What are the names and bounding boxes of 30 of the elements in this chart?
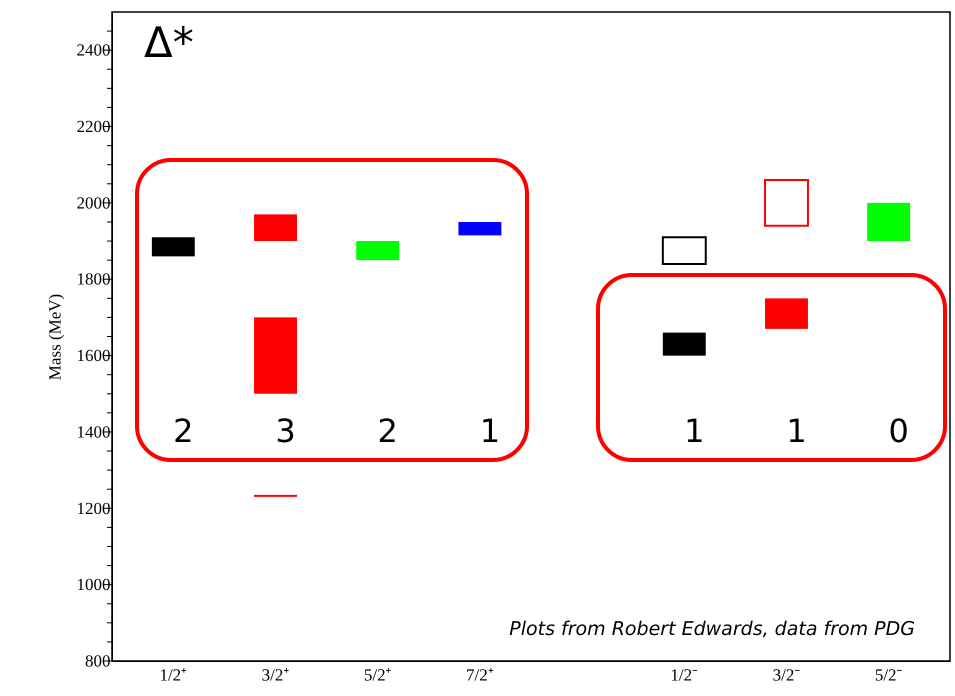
annotation: 2 xyxy=(378,412,398,450)
y-tick-label: 1000 xyxy=(76,575,110,594)
chart-title: Δ* xyxy=(144,18,194,67)
y-tick-label: 1200 xyxy=(76,498,110,518)
y-tick-label: 2000 xyxy=(76,193,110,212)
x-tick-label: 5/2⁻ xyxy=(874,666,903,684)
x-tick-label: 1/2⁺ xyxy=(159,666,188,684)
annotation: 1 xyxy=(480,412,500,450)
annotation: 2 xyxy=(173,412,194,450)
x-tick-label: 1/2⁻ xyxy=(670,666,698,684)
bar xyxy=(458,222,502,236)
y-tick-label: 1800 xyxy=(76,270,110,289)
annotation: 3 xyxy=(275,412,296,450)
y-tick-label: 2200 xyxy=(76,117,110,136)
y-tick-label: 1600 xyxy=(76,346,110,366)
bar xyxy=(867,202,910,242)
x-tick-label: 3/2⁺ xyxy=(262,666,290,684)
y-tick-label: 1400 xyxy=(76,422,110,442)
annotation: Plots from Robert Edwards, data from PDG xyxy=(509,618,915,640)
annotation: 1 xyxy=(786,412,807,450)
x-tick-label: 7/2⁺ xyxy=(466,666,494,684)
y-axis-title: Mass (MeV) xyxy=(46,294,64,380)
y-tick-label: 2400 xyxy=(76,40,110,60)
x-tick-label: 5/2⁺ xyxy=(364,666,392,684)
y-tick-label: 800 xyxy=(85,652,110,670)
annotation: 1 xyxy=(684,412,704,450)
annotation: 0 xyxy=(888,412,909,450)
x-tick-label: 3/2⁻ xyxy=(772,666,800,684)
bar xyxy=(356,241,400,260)
bar xyxy=(254,317,297,394)
